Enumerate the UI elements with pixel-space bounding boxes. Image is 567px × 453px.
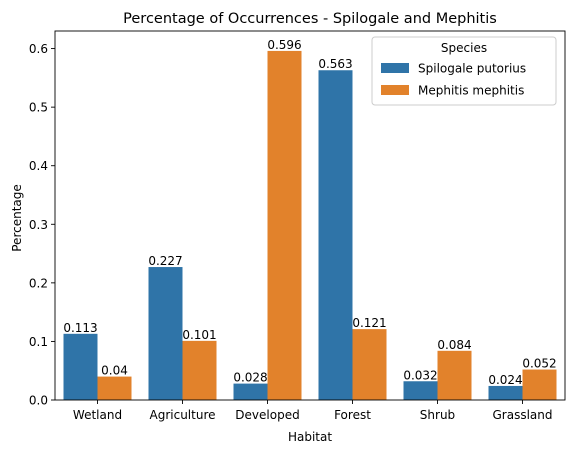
data-label: 0.084 bbox=[437, 338, 471, 352]
data-label: 0.024 bbox=[488, 373, 522, 387]
y-tick-label: 0.0 bbox=[29, 394, 48, 408]
bar-forest-series-1 bbox=[318, 70, 353, 400]
x-axis-label: Habitat bbox=[288, 430, 332, 444]
y-tick-label: 0.6 bbox=[29, 42, 48, 56]
bar-developed-series-2 bbox=[267, 50, 302, 401]
axes-frame bbox=[54, 30, 566, 401]
y-tick-label: 0.4 bbox=[29, 159, 48, 173]
bar-shrub-series-1 bbox=[403, 381, 438, 400]
x-tick-label: Shrub bbox=[420, 408, 455, 422]
y-tick-label: 0.5 bbox=[29, 101, 48, 115]
data-label: 0.121 bbox=[352, 316, 386, 330]
bar-wetland-series-1 bbox=[63, 333, 98, 400]
x-tick-label: Developed bbox=[235, 408, 299, 422]
y-axis-label: Percentage bbox=[10, 184, 24, 252]
bar-developed-series-1 bbox=[233, 383, 268, 400]
y-tick-label: 0.2 bbox=[29, 276, 48, 290]
bar-grassland-series-2 bbox=[522, 369, 557, 400]
data-label: 0.028 bbox=[233, 371, 267, 385]
data-label: 0.113 bbox=[63, 321, 97, 335]
bar-grassland-series-1 bbox=[488, 385, 523, 400]
bar-wetland-series-2 bbox=[97, 376, 132, 400]
data-label: 0.596 bbox=[267, 38, 301, 52]
x-tick-label: Grassland bbox=[493, 408, 553, 422]
data-label: 0.032 bbox=[403, 368, 437, 382]
data-label: 0.101 bbox=[182, 328, 216, 342]
data-label: 0.563 bbox=[318, 57, 352, 71]
bar-agriculture-series-2 bbox=[182, 340, 217, 400]
chart-title: Percentage of Occurrences - Spilogale an… bbox=[123, 11, 497, 27]
y-tick-label: 0.3 bbox=[29, 218, 48, 232]
bar-agriculture-series-1 bbox=[148, 267, 183, 400]
legend-label: Mephitis mephitis bbox=[418, 84, 524, 98]
data-label: 0.052 bbox=[522, 357, 556, 371]
legend-title: Species bbox=[441, 41, 487, 55]
x-tick-label: Forest bbox=[334, 408, 371, 422]
bar-forest-series-2 bbox=[352, 329, 387, 400]
plot-area: 0.113 0.227 0.028 0.563 0.032 0.024 0.04 0.101 0… bbox=[29, 30, 566, 422]
x-tick-label: Agriculture bbox=[150, 408, 216, 422]
legend-swatch bbox=[381, 85, 409, 95]
legend-label: Spilogale putorius bbox=[418, 62, 526, 76]
y-tick-label: 0.1 bbox=[29, 335, 48, 349]
data-label: 0.227 bbox=[148, 254, 182, 268]
bar-shrub-series-2 bbox=[437, 350, 472, 400]
legend-box bbox=[371, 36, 557, 106]
x-tick-label: Wetland bbox=[73, 408, 122, 422]
data-label: 0.04 bbox=[101, 364, 128, 378]
legend-swatch bbox=[381, 63, 409, 73]
